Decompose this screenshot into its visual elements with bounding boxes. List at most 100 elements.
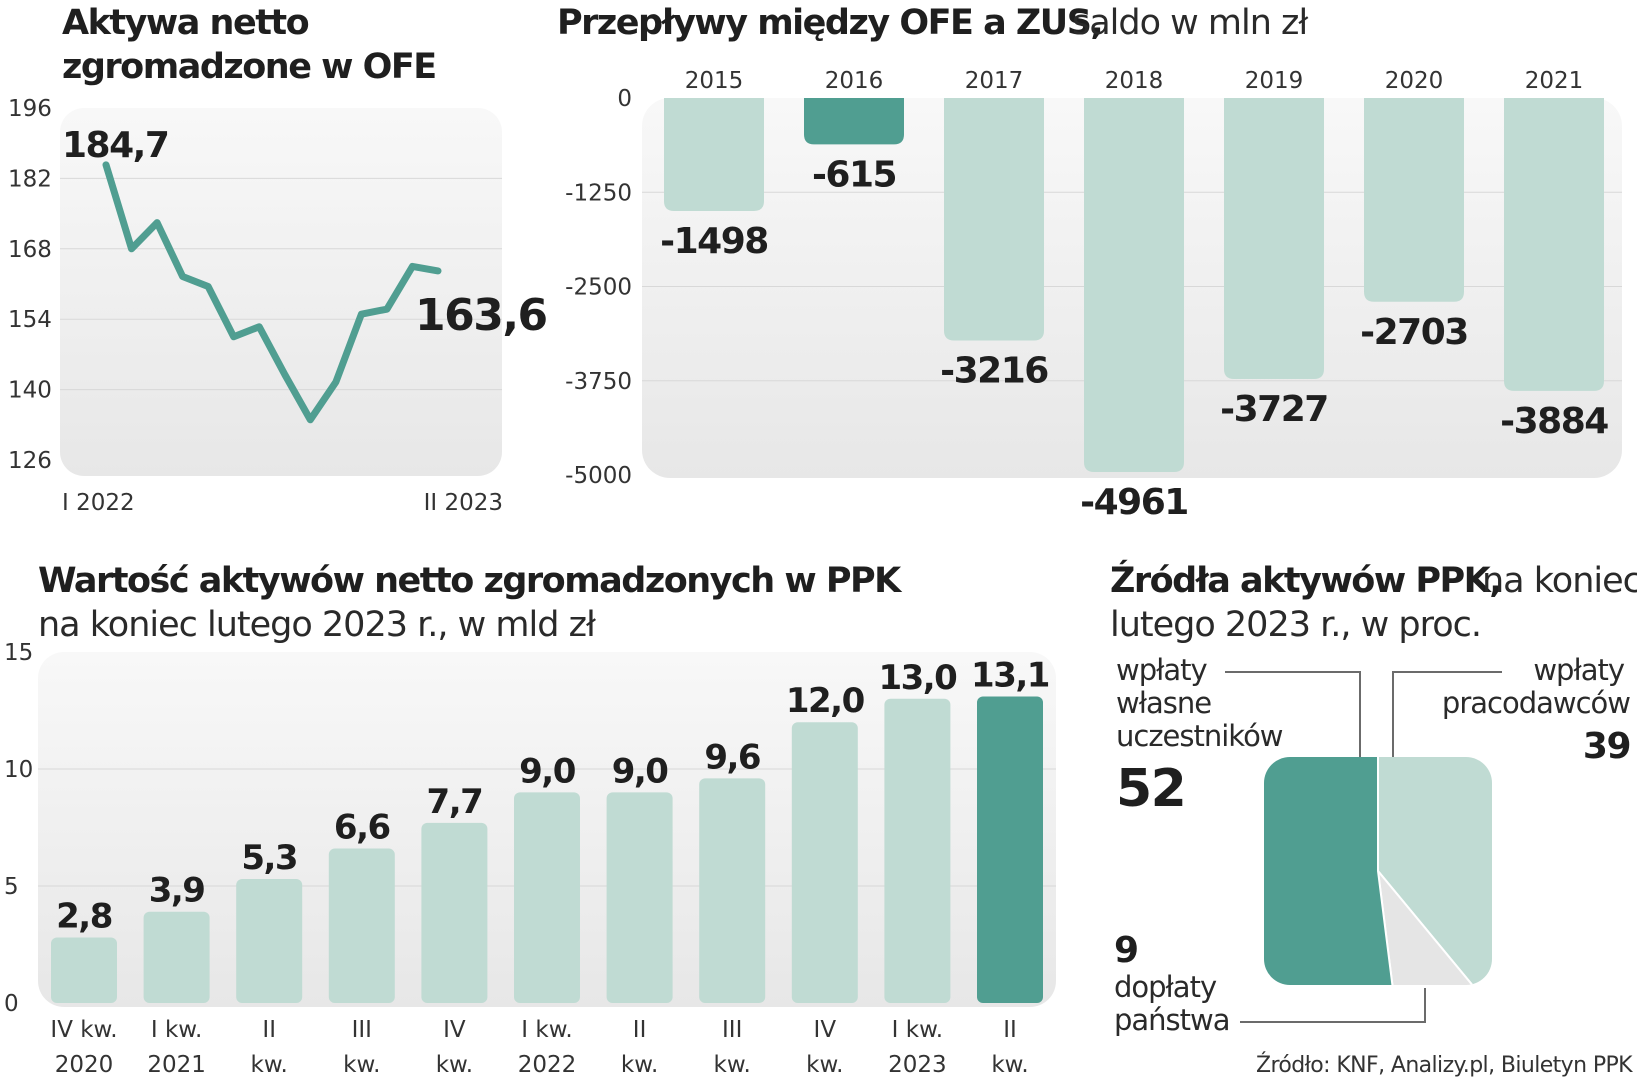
flows-value-label: -3727 xyxy=(1220,389,1328,430)
flows-y-tick-label: -3750 xyxy=(565,369,632,395)
flows-category-label: 2018 xyxy=(1105,68,1164,94)
ppk-value-label: 13,1 xyxy=(971,655,1049,695)
ppk-bar xyxy=(51,937,117,1003)
ppk-category-label-line-1: III xyxy=(722,1017,742,1043)
ppk-category-label-line-1: II xyxy=(262,1017,276,1043)
flows-y-tick-label: 0 xyxy=(617,86,632,112)
ppk-chart-x-axis: IV kw. 2020 I kw. 2021 II kw. III kw. IV kw. I kw.… xyxy=(50,1017,1028,1078)
ppk-category-label-line-1: II xyxy=(1003,1017,1017,1043)
ppk-bar xyxy=(328,848,395,1003)
ppk-category-label-line-1: I kw. xyxy=(151,1017,202,1043)
ppk-bar xyxy=(884,698,951,1003)
ppk-bar xyxy=(606,792,673,1003)
ofe-y-tick-label: 182 xyxy=(8,166,52,192)
flows-category-label: 2017 xyxy=(965,68,1024,94)
ppk-bar xyxy=(699,778,766,1003)
slice-employer-label-line-2: pracodawców xyxy=(1442,686,1630,720)
ofe-y-tick-label: 196 xyxy=(8,96,52,122)
flows-y-tick-label: -1250 xyxy=(565,180,632,206)
flows-chart-y-axis: 0 -1250 -2500 -3750 -5000 xyxy=(565,86,632,489)
ppk-category-label-line-2: kw. xyxy=(806,1052,843,1078)
ppk-bar xyxy=(143,911,210,1003)
ofe-x-start-label: I 2022 xyxy=(62,490,135,516)
ppk-category-label-line-2: kw. xyxy=(991,1052,1028,1078)
leader-line-state xyxy=(1240,988,1426,1023)
ppk-category-label-line-2: 2023 xyxy=(888,1052,947,1078)
ppk-chart-value-labels: 2,8 3,9 5,3 6,6 7,7 9,0 9,0 9,6 12,0 13,0 13,1 xyxy=(56,655,1050,936)
flows-chart-subtitle: saldo w mln zł xyxy=(1072,3,1308,43)
ppk-value-label: 9,0 xyxy=(519,751,576,791)
flows-value-label: -3216 xyxy=(940,350,1048,391)
ppk-value-label: 9,6 xyxy=(704,737,760,777)
slice-employer-value: 39 xyxy=(1583,726,1630,767)
ofe-y-tick-label: 126 xyxy=(8,448,52,474)
ppk-bar xyxy=(421,822,488,1003)
ofe-y-tick-label: 140 xyxy=(8,378,52,404)
sources-leader-lines xyxy=(1225,671,1502,1023)
flows-chart-value-labels: -1498 -615 -3216 -4961 -3727 -2703 -3884 xyxy=(660,154,1610,523)
ppk-bar xyxy=(791,722,858,1003)
ppk-y-tick-label: 15 xyxy=(4,640,33,666)
ofe-chart-title-line-1: Aktywa netto xyxy=(62,3,309,43)
slice-own-value: 52 xyxy=(1116,759,1185,819)
ppk-value-label: 6,6 xyxy=(334,808,390,848)
flows-chart-x-axis: 2015 2016 2017 2018 2019 2020 2021 xyxy=(685,68,1584,94)
flows-chart-title: Przepływy między OFE a ZUS, xyxy=(557,3,1102,43)
ppk-value-label: 7,7 xyxy=(427,782,483,822)
ppk-bar xyxy=(977,696,1043,1003)
flows-category-label: 2019 xyxy=(1245,68,1304,94)
flows-bar xyxy=(1504,98,1604,391)
ofe-chart-title-line-2: zgromadzone w OFE xyxy=(62,47,436,87)
ofe-x-end-label: II 2023 xyxy=(424,490,503,516)
flows-y-tick-label: -5000 xyxy=(565,463,632,489)
flows-bar xyxy=(944,98,1044,341)
ofe-zus-flows-chart: Przepływy między OFE a ZUS, saldo w mln … xyxy=(557,3,1622,523)
flows-chart-bars xyxy=(664,98,1604,473)
ppk-chart-y-axis: 15 10 5 0 xyxy=(4,640,33,1017)
ppk-chart-title: Wartość aktywów netto zgromadzonych w PP… xyxy=(38,561,903,601)
slice-own-label-line-2: własne xyxy=(1116,686,1211,720)
leader-line-employer xyxy=(1392,671,1502,757)
flows-bar xyxy=(1224,98,1324,380)
ppk-category-label-line-2: kw. xyxy=(436,1052,473,1078)
ppk-value-label: 3,9 xyxy=(149,871,205,911)
ppk-category-label-line-2: 2020 xyxy=(55,1052,114,1078)
flows-bar xyxy=(804,98,904,145)
ppk-sources-chart: Źródła aktywów PPK, na koniec lutego 202… xyxy=(1110,559,1637,1078)
sources-chart-title: Źródła aktywów PPK, xyxy=(1110,559,1501,601)
ppk-value-label: 2,8 xyxy=(56,896,112,936)
ppk-value-label: 9,0 xyxy=(612,751,669,791)
ofe-chart-series xyxy=(102,161,442,424)
flows-category-label: 2020 xyxy=(1385,68,1444,94)
ofe-chart-gridlines xyxy=(60,177,502,391)
flows-value-label: -1498 xyxy=(660,221,768,262)
ppk-y-tick-label: 10 xyxy=(4,757,33,783)
flows-bar xyxy=(1084,98,1184,473)
ofe-assets-line xyxy=(102,161,442,424)
flows-y-tick-label: -2500 xyxy=(565,275,632,301)
slice-state-label-line-2: państwa xyxy=(1114,1003,1230,1037)
ppk-bar xyxy=(236,878,303,1003)
ppk-chart-bars xyxy=(51,696,1043,1003)
flows-value-label: -3884 xyxy=(1500,401,1608,442)
slice-own-label-line-1: wpłaty xyxy=(1116,653,1208,687)
ofe-first-value-label: 184,7 xyxy=(62,125,168,166)
ppk-y-tick-label: 0 xyxy=(4,991,19,1017)
source-note: Źródło: KNF, Analizy.pl, Biuletyn PPK xyxy=(1256,1052,1633,1078)
slice-state-value: 9 xyxy=(1114,930,1138,971)
ppk-bar xyxy=(514,792,580,1003)
ppk-category-label-line-2: kw. xyxy=(251,1052,288,1078)
ppk-category-label-line-1: IV xyxy=(443,1017,466,1043)
slice-own-label-line-3: uczestników xyxy=(1116,719,1283,753)
ppk-y-tick-label: 5 xyxy=(4,874,19,900)
sources-pie xyxy=(1264,757,1492,985)
leader-line-own xyxy=(1225,671,1361,757)
ofe-chart-plot-panel xyxy=(60,108,502,476)
ppk-category-label-line-2: kw. xyxy=(621,1052,658,1078)
ppk-category-label-line-2: 2022 xyxy=(518,1052,577,1078)
ofe-y-tick-label: 168 xyxy=(8,237,52,263)
slice-state-label-line-1: dopłaty xyxy=(1114,970,1217,1004)
flows-value-label: -615 xyxy=(812,154,896,195)
ppk-value-label: 5,3 xyxy=(241,838,297,878)
